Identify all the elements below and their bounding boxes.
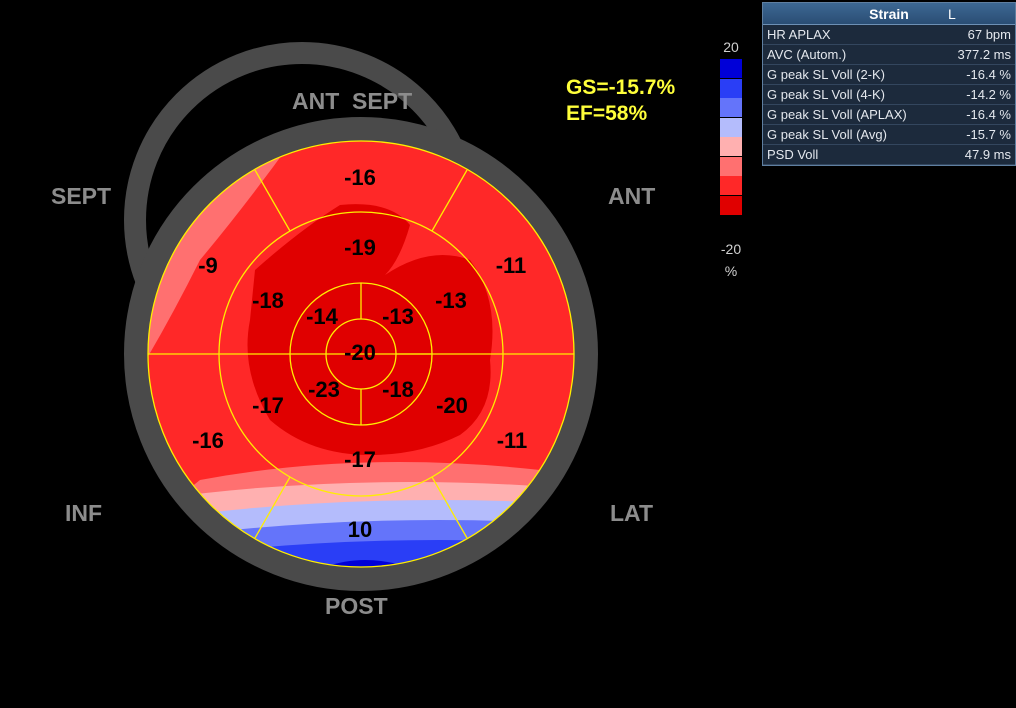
color-scale-step: [720, 78, 742, 98]
segment-value-mid-ant-sept: -19: [344, 235, 376, 260]
segment-value-mid-lat: -20: [436, 393, 468, 418]
segment-value-basal-post: 10: [347, 517, 373, 542]
panel-row: PSD Voll 47.9 ms: [763, 145, 1015, 165]
panel-row-value: -16.4 %: [966, 67, 1011, 82]
panel-row-value: 67 bpm: [967, 27, 1011, 42]
segment-value-basal-inf: -16: [192, 428, 224, 453]
scale-min-label: -20: [720, 241, 742, 257]
panel-row: G peak SL Voll (Avg) -15.7 %: [763, 125, 1015, 145]
color-scale-step: [720, 137, 742, 156]
wall-label-sept: SEPT: [51, 183, 112, 209]
panel-title-marker: L: [948, 6, 956, 22]
panel-row-value: -15.7 %: [966, 127, 1011, 142]
segment-value-mid-sept: -18: [252, 288, 284, 313]
segment-value-mid-ant: -13: [435, 288, 467, 313]
global-strain-label: GS=-15.7%: [566, 76, 676, 99]
panel-row: G peak SL Voll (APLAX) -16.4 %: [763, 105, 1015, 125]
panel-row-name: PSD Voll: [767, 147, 819, 162]
ejection-fraction-label: EF=58%: [566, 102, 648, 125]
panel-row: G peak SL Voll (4-K) -14.2 %: [763, 85, 1015, 105]
wall-label-lat: LAT: [610, 500, 654, 526]
panel-row-name: G peak SL Voll (Avg): [767, 127, 887, 142]
scale-max-label: 20: [723, 39, 739, 55]
panel-row-name: G peak SL Voll (APLAX): [767, 107, 907, 122]
segment-value-apical-lat: -18: [382, 377, 414, 402]
segment-value-basal-sept: -9: [198, 253, 218, 278]
segment-value-apical-inf: -23: [308, 377, 340, 402]
panel-header: Strain L: [763, 3, 1015, 25]
panel-row-value: 47.9 ms: [964, 147, 1011, 162]
segment-value-basal-ant: -11: [495, 253, 527, 278]
panel-row-value: -16.4 %: [966, 107, 1011, 122]
panel-row-name: G peak SL Voll (2-K): [767, 67, 886, 82]
panel-row-name: AVC (Autom.): [767, 47, 847, 62]
segment-value-mid-post: -17: [344, 447, 376, 472]
wall-label-ant: ANT: [608, 183, 656, 209]
color-scale-step: [720, 195, 742, 215]
wall-label-ant-sept: ANT SEPT: [292, 88, 413, 114]
segment-value-basal-ant-sept: -16: [344, 165, 376, 190]
panel-rows: HR APLAX 67 bpm AVC (Autom.) 377.2 ms G peak…: [763, 25, 1015, 165]
wall-label-post: POST: [325, 593, 388, 619]
segment-value-basal-lat: -11: [496, 428, 528, 453]
panel-title: Strain: [869, 6, 909, 22]
wall-label-inf: INF: [65, 500, 103, 526]
panel-row-value: -14.2 %: [966, 87, 1011, 102]
color-scale-step: [720, 117, 742, 137]
panel-row-name: HR APLAX: [767, 27, 831, 42]
panel-row-name: G peak SL Voll (4-K): [767, 87, 886, 102]
panel-row: AVC (Autom.) 377.2 ms: [763, 45, 1015, 65]
segment-value-apical-ant: -13: [382, 304, 414, 329]
segment-borders: [147, 140, 575, 568]
segment-value-apex: -20: [344, 340, 376, 365]
scale-unit-label: %: [724, 263, 738, 279]
panel-row-value: 377.2 ms: [957, 47, 1011, 62]
segment-value-mid-inf: -17: [252, 393, 284, 418]
color-scale-step: [720, 176, 742, 195]
panel-row: G peak SL Voll (2-K) -16.4 %: [763, 65, 1015, 85]
color-scale-bar: [720, 59, 742, 235]
segment-value-apical-sept: -14: [306, 304, 338, 329]
panel-row: HR APLAX 67 bpm: [763, 25, 1015, 45]
color-scale-step: [720, 59, 742, 78]
strain-results-panel: Strain L HR APLAX 67 bpm AVC (Autom.) 377.2…: [762, 2, 1016, 166]
color-scale-step: [720, 98, 742, 117]
color-scale-step: [720, 156, 742, 176]
rotation-ring-front: [124, 117, 598, 591]
